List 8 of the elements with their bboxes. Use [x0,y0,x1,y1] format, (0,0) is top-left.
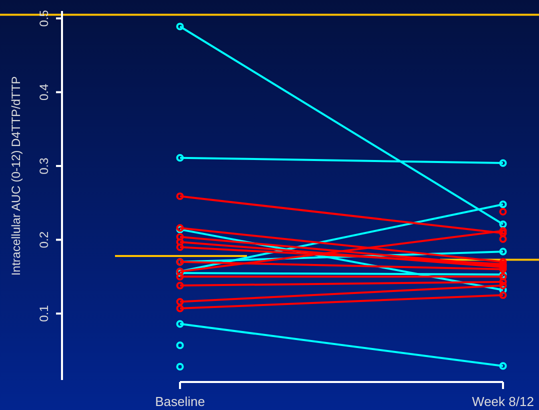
x-tick-label: Baseline [155,394,205,409]
x-tick-label: Week 8/12 [472,394,534,409]
y-axis-title: Intracellular AUC (0-12) D4TTP/dTTP [9,76,23,276]
y-tick-label: 0.5 [37,10,51,27]
y-tick-label: 0.3 [37,157,51,174]
y-tick-label: 0.1 [37,304,51,322]
y-tick-label: 0.2 [37,231,51,248]
y-tick-label: 0.4 [37,84,51,101]
